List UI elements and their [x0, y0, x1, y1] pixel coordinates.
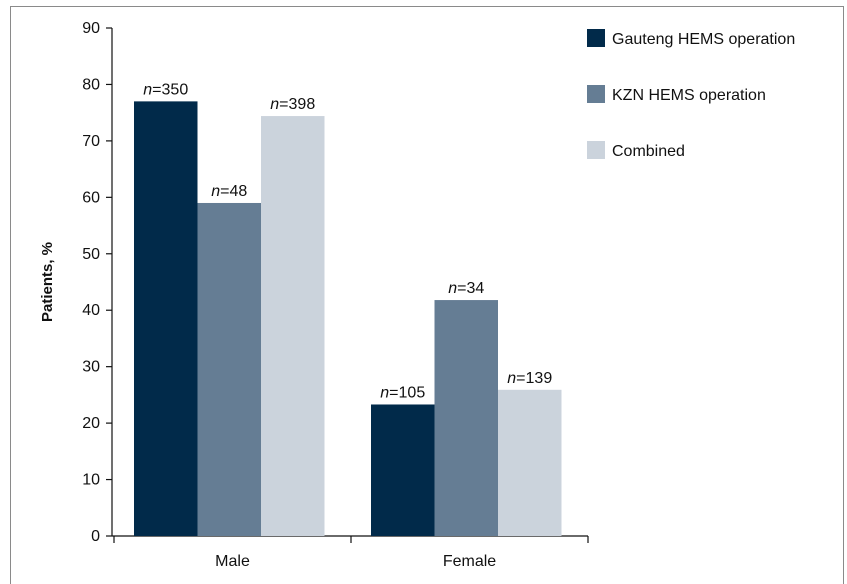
x-category-label: Male	[215, 553, 250, 570]
y-axis-title: Patients, %	[39, 242, 56, 322]
y-tick-label: 50	[82, 246, 100, 263]
legend-swatch	[587, 85, 605, 103]
chart-frame	[10, 6, 844, 584]
bar-data-label: n=105	[380, 384, 425, 401]
bar-female-3	[498, 389, 562, 536]
legend-swatch	[587, 141, 605, 159]
x-category-label: Female	[443, 553, 496, 570]
y-tick-label: 10	[82, 472, 100, 489]
bar-male-2	[197, 202, 261, 536]
y-tick-label: 30	[82, 359, 100, 376]
bar-female-1	[371, 404, 435, 536]
bar-data-label: n=34	[448, 280, 484, 297]
y-tick-label: 0	[91, 528, 100, 545]
bar-male-3	[261, 116, 325, 536]
y-tick-label: 60	[82, 189, 100, 206]
legend-label: Gauteng HEMS operation	[612, 31, 795, 48]
legend: Gauteng HEMS operation KZN HEMS operation…	[587, 29, 795, 160]
y-tick-label: 90	[82, 20, 100, 37]
data-labels: n=350 n=48 n=398 n=105 n=34 n=139	[143, 81, 552, 401]
bars	[134, 101, 562, 536]
legend-label: KZN HEMS operation	[612, 87, 766, 104]
bar-data-label: n=350	[143, 81, 188, 98]
bar-data-label: n=139	[507, 370, 552, 387]
y-tick-label: 40	[82, 302, 100, 319]
y-tick-label: 70	[82, 133, 100, 150]
bar-female-2	[434, 300, 498, 536]
bar-male-1	[134, 101, 198, 536]
bar-data-label: n=48	[211, 183, 247, 200]
legend-swatch	[587, 29, 605, 47]
y-tick-label: 20	[82, 415, 100, 432]
bar-data-label: n=398	[270, 96, 315, 113]
legend-label: Combined	[612, 143, 685, 160]
y-tick-label: 80	[82, 76, 100, 93]
